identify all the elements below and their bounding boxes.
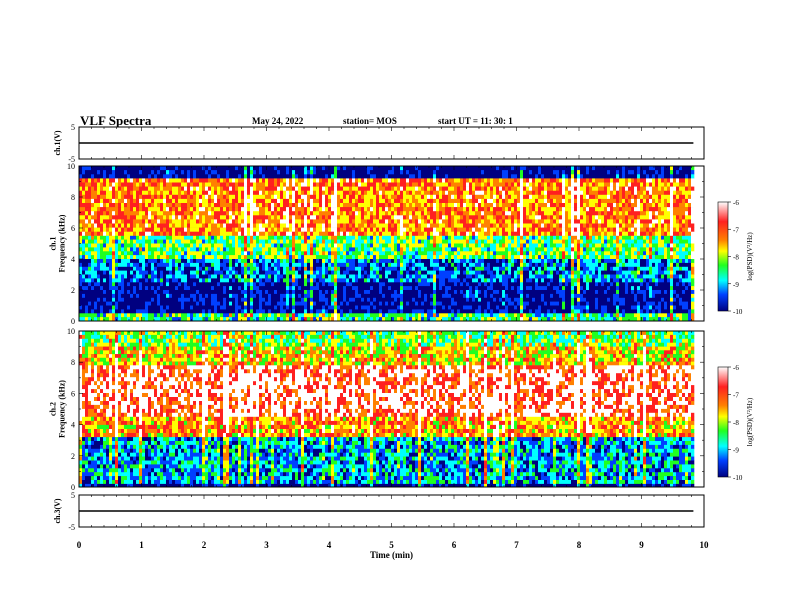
y-tick-label: 5 xyxy=(71,491,75,500)
y-tick-label: 10 xyxy=(67,327,75,336)
y-tick-label: 5 xyxy=(71,123,75,132)
x-tick-label: 9 xyxy=(639,540,644,550)
station-label: station= MOS xyxy=(343,116,397,126)
colorbar-tick-label: -10 xyxy=(733,308,743,316)
y-tick-label: -5 xyxy=(68,155,75,164)
ch1-spectrogram-colorbar: -6 -7 -8 -9 -10 log(PSD)(V²/Hz) xyxy=(717,199,754,316)
x-tick-label: 1 xyxy=(139,540,144,550)
y-tick-label: 8 xyxy=(71,193,75,202)
colorbar-tick-label: -8 xyxy=(733,419,739,427)
y-tick-label: 10 xyxy=(67,162,75,171)
colorbar-tick-label: -7 xyxy=(733,226,739,234)
ch1-spectrogram-panel: -6 -7 -8 -9 -10 log(PSD)(V²/Hz) 0 2 4 6 8 10 ch.1 Fre… xyxy=(49,162,755,326)
ch3-waveform-y-axis: 5 -5 xyxy=(68,491,704,532)
y-tick-label: 4 xyxy=(71,255,75,264)
colorbar-tick-label: -9 xyxy=(733,281,739,289)
ch2-spectrogram-panel: -6 -7 -8 -9 -10 log(PSD)(V²/Hz) 0 2 4 6 8 10 ch.2 Fre… xyxy=(49,327,755,492)
ch1-spectrogram-ylabel: Frequency (kHz) xyxy=(58,214,67,272)
y-tick-label: 2 xyxy=(71,452,75,461)
ch2-spectrogram-ylabel: Frequency (kHz) xyxy=(58,380,67,438)
x-tick-label: 4 xyxy=(327,540,332,550)
y-tick-label: 0 xyxy=(71,317,75,326)
colorbar-tick-label: -8 xyxy=(733,254,739,262)
x-tick-label: 3 xyxy=(264,540,269,550)
colorbar-gradient xyxy=(717,201,729,312)
x-tick-label: 7 xyxy=(514,540,519,550)
ch1-waveform-y-axis: 5 -5 xyxy=(68,123,704,164)
colorbar-tick-label: -7 xyxy=(733,392,739,400)
y-tick-label: 8 xyxy=(71,358,75,367)
ch2-spectrogram-ylabel: ch.2 xyxy=(49,402,58,416)
y-tick-label: 6 xyxy=(71,389,75,398)
figure-title: VLF Spectra xyxy=(80,113,152,128)
x-tick-label: 10 xyxy=(700,540,710,550)
ch3-waveform-panel: 5 -5 ch.3(V) 0 1 2 3 4 5 6 7 8 9 10 Time (min) xyxy=(53,491,709,560)
ch1-spectrogram-ylabel: ch.1 xyxy=(49,237,58,251)
y-tick-label: 4 xyxy=(71,421,75,430)
y-tick-label: -5 xyxy=(68,523,75,532)
x-axis: 0 1 2 3 4 5 6 7 8 9 10 Time (min) xyxy=(77,540,709,560)
y-tick-label: 2 xyxy=(71,286,75,295)
y-tick-label: 6 xyxy=(71,224,75,233)
ch1-spectrogram-y-axis: 0 2 4 6 8 10 xyxy=(67,162,704,326)
colorbar-tick-label: -9 xyxy=(733,447,739,455)
ch1-waveform-panel: 5 -5 ch.1(V) xyxy=(53,123,705,164)
ch2-spectrogram-image xyxy=(79,331,695,488)
x-axis-label: Time (min) xyxy=(370,550,413,560)
x-tick-label: 6 xyxy=(452,540,457,550)
colorbar-tick-label: -10 xyxy=(733,474,743,482)
ch3-waveform-ylabel: ch.3(V) xyxy=(53,498,62,523)
colorbar-label: log(PSD)(V²/Hz) xyxy=(746,232,754,281)
x-tick-label: 0 xyxy=(77,540,82,550)
ch1-spectrogram-image xyxy=(79,166,695,322)
x-tick-label: 2 xyxy=(202,540,207,550)
ch2-spectrogram-colorbar: -6 -7 -8 -9 -10 log(PSD)(V²/Hz) xyxy=(717,364,754,482)
x-tick-label: 5 xyxy=(389,540,394,550)
colorbar-label: log(PSD)(V²/Hz) xyxy=(746,397,754,446)
ch2-spectrogram-y-axis: 0 2 4 6 8 10 xyxy=(67,327,704,492)
colorbar-tick-label: -6 xyxy=(733,364,739,372)
ch1-waveform-ylabel: ch.1(V) xyxy=(53,130,62,155)
x-tick-label: 8 xyxy=(577,540,582,550)
y-tick-label: 0 xyxy=(71,483,75,492)
colorbar-tick-label: -6 xyxy=(733,199,739,207)
date-label: May 24, 2022 xyxy=(252,116,304,126)
start-time-label: start UT = 11: 30: 1 xyxy=(438,116,513,126)
colorbar-gradient xyxy=(717,366,729,478)
